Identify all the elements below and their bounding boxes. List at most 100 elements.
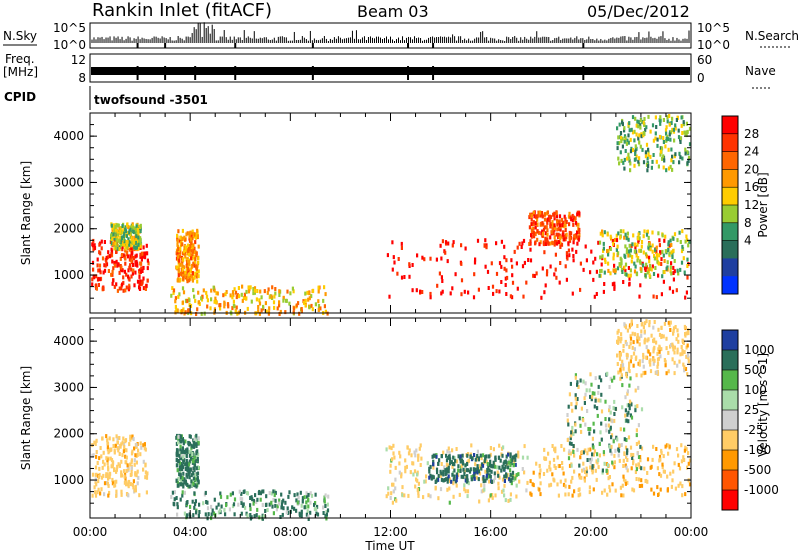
cell	[608, 488, 612, 493]
cell	[592, 277, 595, 282]
cell	[92, 238, 95, 243]
cell	[229, 492, 232, 497]
cell	[620, 139, 623, 144]
cell	[195, 264, 198, 269]
cell	[270, 491, 273, 496]
cell	[146, 278, 149, 283]
cell	[142, 443, 145, 448]
cell	[282, 298, 285, 303]
cell	[295, 498, 298, 503]
cell	[124, 225, 127, 230]
cell	[529, 239, 532, 244]
cell	[272, 498, 275, 502]
cell	[316, 504, 319, 509]
cell	[196, 471, 200, 476]
y-tick-label: 2000	[53, 427, 84, 441]
cell	[648, 259, 651, 264]
cell	[134, 254, 137, 259]
cell	[186, 298, 189, 303]
cell	[274, 287, 277, 291]
cell	[110, 223, 113, 228]
cell	[572, 240, 575, 245]
cell	[658, 349, 661, 354]
cell	[638, 248, 641, 253]
cell	[106, 461, 109, 466]
cell	[670, 271, 673, 276]
cell	[582, 467, 585, 472]
cell	[195, 439, 198, 444]
cell	[639, 266, 642, 271]
cell	[124, 248, 127, 253]
cell	[188, 302, 191, 307]
cell	[276, 504, 279, 509]
cell	[255, 297, 258, 302]
cell	[120, 236, 123, 241]
cell	[638, 156, 641, 161]
cell	[497, 486, 500, 491]
cell	[500, 239, 503, 244]
cell	[661, 274, 664, 279]
cell	[182, 455, 185, 460]
cell	[97, 487, 100, 492]
cell	[671, 167, 674, 172]
cell	[597, 384, 600, 389]
cell	[635, 355, 638, 360]
cell	[564, 484, 567, 489]
cell	[509, 497, 512, 502]
cell	[400, 474, 403, 479]
cell	[687, 331, 690, 336]
cell	[625, 438, 628, 442]
cell	[639, 283, 642, 288]
cell	[277, 501, 280, 506]
cell	[633, 261, 636, 266]
cell	[116, 446, 119, 451]
cell	[622, 474, 625, 479]
cell	[511, 455, 514, 460]
cell	[651, 264, 654, 269]
cell	[404, 458, 407, 463]
cell	[645, 265, 648, 270]
cell	[176, 512, 179, 517]
cell	[463, 289, 466, 294]
cell	[543, 212, 546, 217]
cell	[485, 476, 488, 481]
cell	[243, 292, 246, 297]
cell	[461, 453, 464, 458]
cell	[584, 244, 587, 249]
cell	[134, 472, 137, 477]
cell	[606, 249, 609, 254]
cell	[441, 239, 444, 244]
cell	[258, 311, 261, 316]
cell	[197, 440, 200, 445]
cell	[664, 128, 668, 133]
cell	[654, 136, 657, 141]
cell	[228, 507, 231, 512]
cell	[591, 465, 594, 470]
cell	[534, 225, 537, 230]
cell	[293, 506, 296, 511]
cell	[657, 231, 660, 236]
cell	[413, 469, 417, 474]
cell	[447, 465, 450, 470]
cell	[632, 488, 636, 493]
cell	[613, 375, 616, 380]
cell	[483, 243, 486, 248]
cell	[177, 254, 180, 259]
cell	[629, 445, 633, 450]
cell	[669, 164, 672, 169]
cell	[563, 214, 566, 219]
cell	[188, 231, 191, 236]
cell	[123, 480, 126, 485]
cell	[579, 492, 582, 497]
cell	[410, 453, 413, 458]
cell	[195, 251, 198, 256]
cell	[322, 511, 325, 515]
cell	[131, 263, 135, 267]
cell	[509, 463, 512, 468]
cell	[532, 210, 535, 215]
cell	[669, 328, 672, 332]
cell	[291, 505, 294, 510]
cell	[390, 446, 393, 451]
cell	[147, 261, 150, 266]
cell	[532, 470, 535, 475]
